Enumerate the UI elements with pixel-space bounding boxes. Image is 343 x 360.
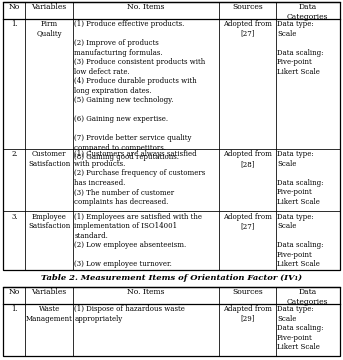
Bar bbox=[276, 149, 340, 211]
Text: 1.: 1. bbox=[11, 20, 18, 28]
Text: No: No bbox=[9, 3, 20, 11]
Bar bbox=[276, 211, 340, 270]
Bar bbox=[276, 19, 340, 149]
Text: Data type:
Scale

Data scaling:
Five-point
Likert Scale: Data type: Scale Data scaling: Five-poin… bbox=[277, 20, 323, 76]
Text: Sources: Sources bbox=[232, 288, 263, 296]
Bar bbox=[25, 19, 73, 149]
Bar bbox=[3, 2, 340, 270]
Bar bbox=[276, 2, 340, 19]
Text: No. Items: No. Items bbox=[127, 3, 165, 11]
Bar bbox=[73, 149, 219, 211]
Text: (1) Customers are always satisfied
with products.
(2) Purchase frequency of cust: (1) Customers are always satisfied with … bbox=[74, 150, 205, 206]
Text: Data type:
Scale

Data scaling:
Five-point
Likert Scale: Data type: Scale Data scaling: Five-poin… bbox=[277, 213, 323, 268]
Text: Adopted from
[28]: Adopted from [28] bbox=[223, 150, 272, 168]
Bar bbox=[219, 149, 276, 211]
Bar bbox=[276, 287, 340, 303]
Text: No. Items: No. Items bbox=[127, 288, 165, 296]
Text: Data type:
Scale

Data scaling:
Five-point
Likert Scale: Data type: Scale Data scaling: Five-poin… bbox=[277, 150, 323, 206]
Bar bbox=[3, 149, 25, 211]
Bar bbox=[25, 303, 73, 356]
Text: (1) Dispose of hazardous waste
appropriately: (1) Dispose of hazardous waste appropria… bbox=[74, 305, 185, 323]
Text: Sources: Sources bbox=[232, 3, 263, 11]
Text: (1) Produce effective products.

(2) Improve of products
manufacturing formulas.: (1) Produce effective products. (2) Impr… bbox=[74, 20, 205, 161]
Bar bbox=[3, 211, 25, 270]
Bar bbox=[25, 149, 73, 211]
Bar bbox=[73, 303, 219, 356]
Bar bbox=[3, 287, 340, 356]
Text: Table 2. Measurement Items of Orientation Factor (IV₁): Table 2. Measurement Items of Orientatio… bbox=[41, 274, 302, 282]
Bar bbox=[25, 211, 73, 270]
Bar bbox=[219, 303, 276, 356]
Bar bbox=[219, 287, 276, 303]
Text: Variables: Variables bbox=[32, 288, 67, 296]
Bar bbox=[219, 19, 276, 149]
Text: Adopted from
[27]: Adopted from [27] bbox=[223, 20, 272, 38]
Bar bbox=[219, 211, 276, 270]
Bar bbox=[219, 2, 276, 19]
Text: 3.: 3. bbox=[11, 213, 18, 221]
Text: 1.: 1. bbox=[11, 305, 18, 313]
Bar bbox=[25, 2, 73, 19]
Text: Adopted from
[27]: Adopted from [27] bbox=[223, 213, 272, 230]
Text: Adapted from
[29]: Adapted from [29] bbox=[223, 305, 272, 323]
Bar bbox=[3, 2, 25, 19]
Bar bbox=[3, 287, 25, 303]
Text: Variables: Variables bbox=[32, 3, 67, 11]
Text: Firm
Quality: Firm Quality bbox=[36, 20, 62, 38]
Text: 2.: 2. bbox=[11, 150, 18, 158]
Text: Waste
Management: Waste Management bbox=[26, 305, 72, 323]
Bar bbox=[3, 303, 25, 356]
Text: Data
Categories: Data Categories bbox=[287, 288, 328, 306]
Bar bbox=[3, 19, 25, 149]
Bar bbox=[276, 303, 340, 356]
Bar bbox=[25, 287, 73, 303]
Text: No: No bbox=[9, 288, 20, 296]
Text: (1) Employees are satisfied with the
implementation of ISO14001
standard.
(2) Lo: (1) Employees are satisfied with the imp… bbox=[74, 213, 202, 268]
Text: Customer
Satisfaction: Customer Satisfaction bbox=[28, 150, 70, 168]
Text: Data type:
Scale
Data scaling:
Five-point
Likert Scale: Data type: Scale Data scaling: Five-poin… bbox=[277, 305, 323, 351]
Text: Employee
Satisfaction: Employee Satisfaction bbox=[28, 213, 70, 230]
Bar bbox=[73, 2, 219, 19]
Bar bbox=[73, 19, 219, 149]
Bar bbox=[73, 211, 219, 270]
Bar bbox=[73, 287, 219, 303]
Text: Data
Categories: Data Categories bbox=[287, 3, 328, 21]
